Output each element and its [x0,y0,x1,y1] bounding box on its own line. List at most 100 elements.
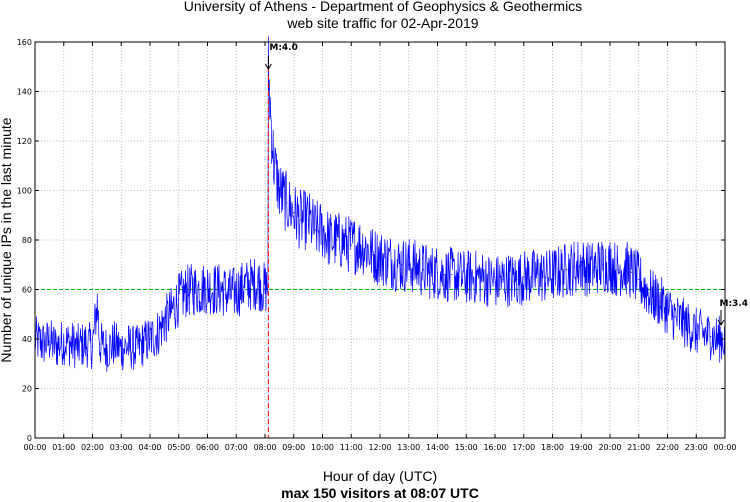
series-point [135,348,137,350]
series-point [609,264,611,266]
series-point [63,340,65,343]
series-point [48,340,50,343]
series-point [120,348,122,350]
series-point [343,241,345,244]
series-point [537,274,539,276]
series-point [170,311,173,313]
series-point [559,271,561,273]
series-point [400,264,403,266]
series-point [273,160,275,162]
series-point [666,308,669,310]
x-tick-label: 06:00 [196,443,219,452]
x-tick-label: 10:00 [311,443,334,452]
y-tick-label: 100 [17,187,32,196]
x-tick-label: 12:00 [368,443,391,452]
x-tick-label: 17:00 [512,443,535,452]
series-point [386,259,388,261]
series-point [70,343,72,345]
series-point [451,274,453,276]
x-tick-label: 11:00 [340,443,363,452]
series-point [508,279,510,281]
series-point [113,343,115,345]
y-tick-label: 20 [22,385,32,394]
series-point [372,254,374,256]
series-point [638,279,640,281]
series-point [422,269,424,271]
event-label: M:4.0 [269,43,298,53]
x-tick-label: 18:00 [541,443,564,452]
x-tick-label: 00:00 [713,443,736,452]
series-traffic [34,36,726,372]
series-point [214,288,216,291]
series-point [84,343,86,345]
series-point [623,266,625,268]
chart-subtitle: web site traffic for 02-Apr-2019 [286,15,478,31]
series-point [710,335,712,338]
series-point [602,264,604,266]
event-markers: M:4.0 M:3.4 [264,43,748,438]
chart-title: University of Athens - Department of Geo… [184,0,582,14]
series-point [659,301,661,303]
x-tick-label: 08:00 [253,443,276,452]
grid-lines [34,41,726,439]
x-tick-label: 14:00 [426,443,449,452]
series-line [34,36,726,372]
x-tick-label: 20:00 [598,443,621,452]
series-point [96,301,98,303]
series-point [206,286,209,288]
x-tick-label: 19:00 [570,443,593,452]
x-tick-label: 13:00 [397,443,420,452]
series-point [465,276,467,278]
series-point [494,281,496,283]
series-point [674,316,676,318]
x-tick-label: 01:00 [52,443,75,452]
x-tick-label: 03:00 [110,443,133,452]
x-axis-ticks: 00:00 01:00 02:00 03:00 04:00 05:00 06:00 07:00… [23,42,737,452]
series-point [379,256,381,258]
series-point [91,345,94,348]
series-point [242,286,245,288]
series-point [595,266,597,268]
series-point [357,244,360,246]
series-point [99,343,101,345]
series-point [41,343,43,345]
y-tick-label: 160 [17,38,32,47]
series-point [235,291,237,293]
series-point [163,321,165,323]
series-point [106,348,108,350]
series-point [523,276,525,278]
x-tick-label: 02:00 [81,443,104,452]
event-arrow-head [717,319,725,326]
series-point [142,343,144,345]
series-point [688,326,690,328]
y-tick-label: 0 [27,434,32,443]
series-point [336,239,338,241]
series-point [278,189,280,192]
series-point [645,288,647,291]
y-axis-ticks: 0 20 40 60 80 100 120 140 160 [17,38,725,443]
series-point [221,288,223,291]
series-point [228,293,230,296]
x-tick-label: 09:00 [282,443,305,452]
x-axis-label: Hour of day (UTC) [323,468,437,484]
series-point [695,330,697,333]
series-point [300,219,302,221]
series-point [630,271,633,273]
y-tick-label: 120 [17,137,32,146]
series-point [307,219,309,221]
y-tick-label: 60 [22,286,32,295]
series-point [127,345,130,348]
series-point [350,244,352,246]
series-point [293,212,295,214]
x-tick-label: 23:00 [685,443,708,452]
x-tick-label: 00:00 [23,443,46,452]
series-point [408,264,410,266]
series-point [185,291,187,293]
x-tick-label: 22:00 [656,443,679,452]
series-point [551,274,554,276]
series-point [199,288,201,291]
series-point [587,269,590,271]
series-point [149,338,151,340]
x-tick-label: 04:00 [138,443,161,452]
